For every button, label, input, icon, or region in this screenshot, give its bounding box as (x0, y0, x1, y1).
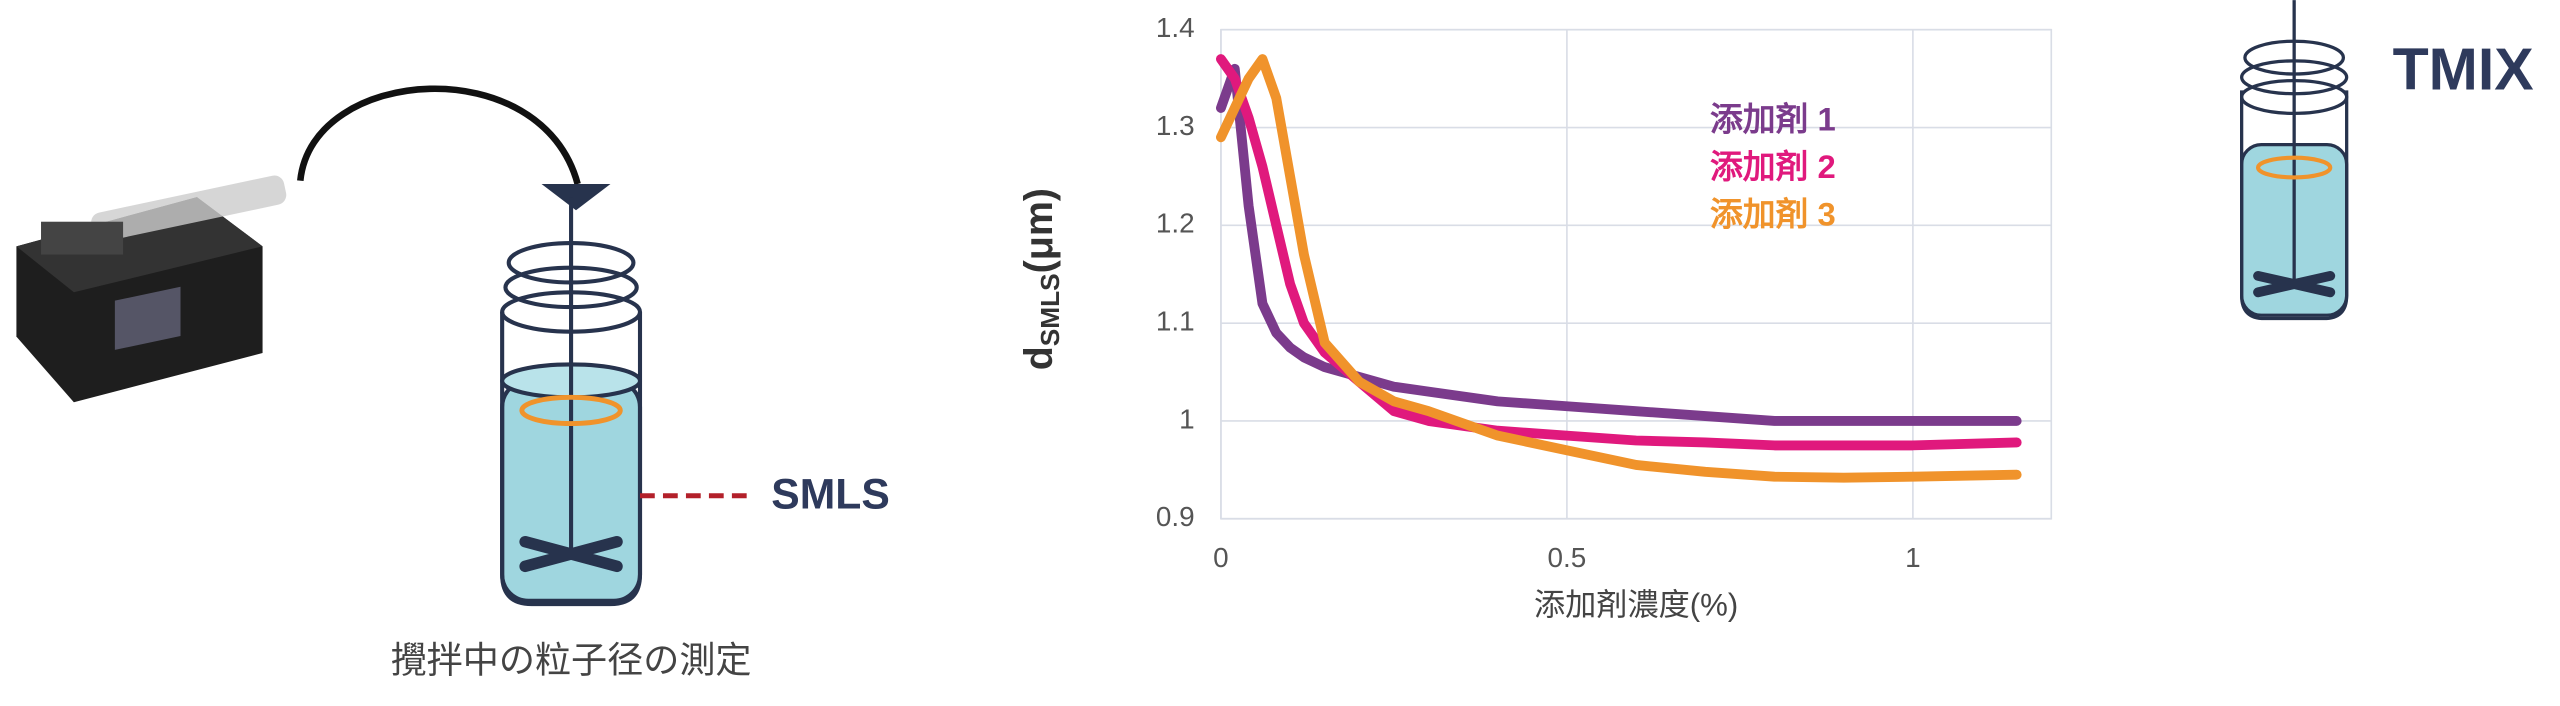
x-tick-label: 0.5 (1548, 542, 1587, 573)
x-tick-label: 1 (1905, 542, 1921, 573)
syringe-pump (16, 175, 287, 403)
y-tick-label: 0.9 (1156, 501, 1195, 532)
y-axis-label: dSMLS(μm) (1017, 188, 1064, 370)
tmix-label: TMIX (2393, 37, 2534, 103)
legend-entry: 添加剤 3 (1710, 195, 1836, 232)
x-axis-label: 添加剤濃度(%) (1534, 588, 1738, 623)
series-line (1216, 54, 2022, 483)
arrow-head (541, 183, 611, 211)
series-line (1216, 54, 2022, 451)
y-tick-label: 1.3 (1156, 110, 1195, 141)
y-tick-label: 1.4 (1156, 12, 1195, 43)
y-tick-label: 1 (1179, 403, 1195, 434)
plot-frame (1220, 28, 2053, 520)
vial (500, 197, 643, 607)
x-tick-label: 0 (1213, 542, 1229, 573)
series-line (1216, 63, 2022, 426)
tmix-vial (2240, 0, 2349, 321)
y-tick-label: 1.1 (1156, 306, 1195, 337)
y-label-main: d (1017, 346, 1061, 370)
caption: 攪拌中の粒子径の測定 (391, 640, 752, 681)
legend-entry: 添加剤 1 (1710, 100, 1836, 137)
smls-label: SMLS (771, 471, 890, 519)
y-tick-label: 1.2 (1156, 208, 1195, 239)
transfer-arrow (297, 85, 581, 185)
y-label-unit: (μm) (1017, 188, 1061, 273)
y-label-sub: SMLS (1035, 273, 1065, 346)
legend-entry: 添加剤 2 (1710, 148, 1836, 185)
